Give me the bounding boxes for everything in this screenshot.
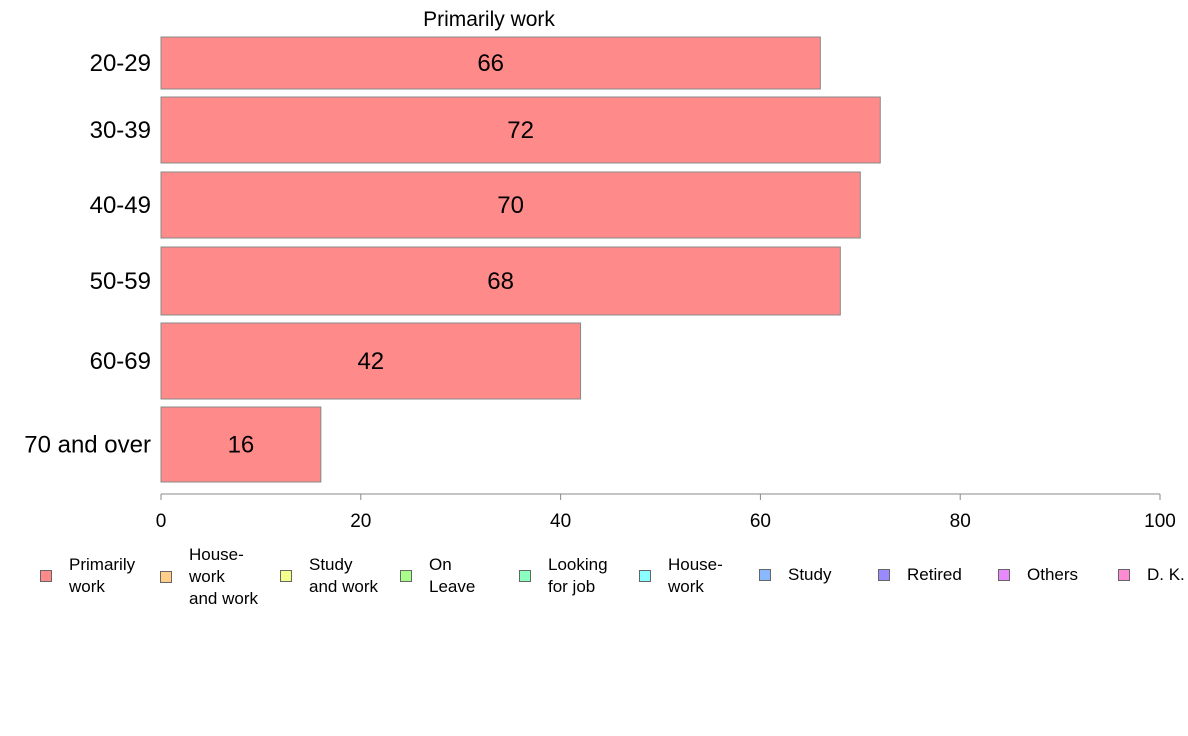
legend-swatch [998,569,1010,581]
x-tick-label: 40 [550,511,571,532]
bars-layer: 66 20-29 72 30-39 70 40-49 68 50-59 42 60-69 16 70 … [24,36,881,483]
bar-60-69 [160,322,582,400]
legend-item: On Leave [400,554,475,598]
bar-20-29 [160,36,821,90]
bar-value-label: 66 [477,50,504,77]
x-axis: 0 20 40 60 80 100 [156,493,1176,532]
bar-value-label: 70 [497,192,524,219]
bar-40-49 [160,171,861,239]
x-tick-label: 100 [1144,511,1176,532]
legend-label: Others [1027,565,1079,584]
legend-item: House- work and work [160,544,258,610]
legend: Primarily work House- work and work Study … [0,544,1188,614]
legend-item: Retired [878,564,962,586]
category-label: 50-59 [90,268,151,295]
x-tick-label: 80 [950,511,971,532]
category-label: 30-39 [90,117,151,144]
legend-label: Retired [907,565,962,584]
category-label: 40-49 [90,192,151,219]
bar-70-and-over [160,406,322,483]
category-label: 20-29 [90,50,151,77]
bar-value-label: 42 [357,348,384,375]
category-label: 70 and over [24,432,151,459]
bar-value-label: 68 [487,268,514,295]
bar-value-label: 72 [507,117,534,144]
legend-swatch [878,569,890,581]
legend-item: Primarily work [40,554,135,598]
legend-label: D. K. [1147,565,1185,584]
legend-label: Study and work [309,555,378,596]
legend-label: House- work [668,555,723,596]
legend-swatch [759,569,771,581]
legend-swatch [280,570,292,582]
legend-item: Study [759,564,831,586]
bar-30-39 [160,96,881,164]
bar-50-59 [160,246,841,316]
x-tick-label: 0 [156,511,167,532]
chart-title: Primarily work [423,8,555,31]
legend-label: Study [788,565,832,584]
x-tick-label: 60 [750,511,771,532]
legend-item: Others [998,564,1078,586]
legend-label: On Leave [429,555,476,596]
legend-swatch [400,570,412,582]
x-tick-label: 20 [350,511,371,532]
legend-swatch [40,570,52,582]
legend-item: D. K. [1118,564,1185,586]
legend-swatch [1118,569,1130,581]
legend-swatch [160,571,172,583]
legend-label: House- work and work [189,545,258,608]
legend-item: Looking for job [519,554,608,598]
legend-item: House- work [639,554,723,598]
legend-swatch [519,570,531,582]
legend-label: Primarily work [69,555,136,596]
bar-value-label: 16 [228,432,255,459]
category-label: 60-69 [90,348,151,375]
legend-swatch [639,570,651,582]
legend-item: Study and work [280,554,378,598]
legend-label: Looking for job [548,555,608,596]
